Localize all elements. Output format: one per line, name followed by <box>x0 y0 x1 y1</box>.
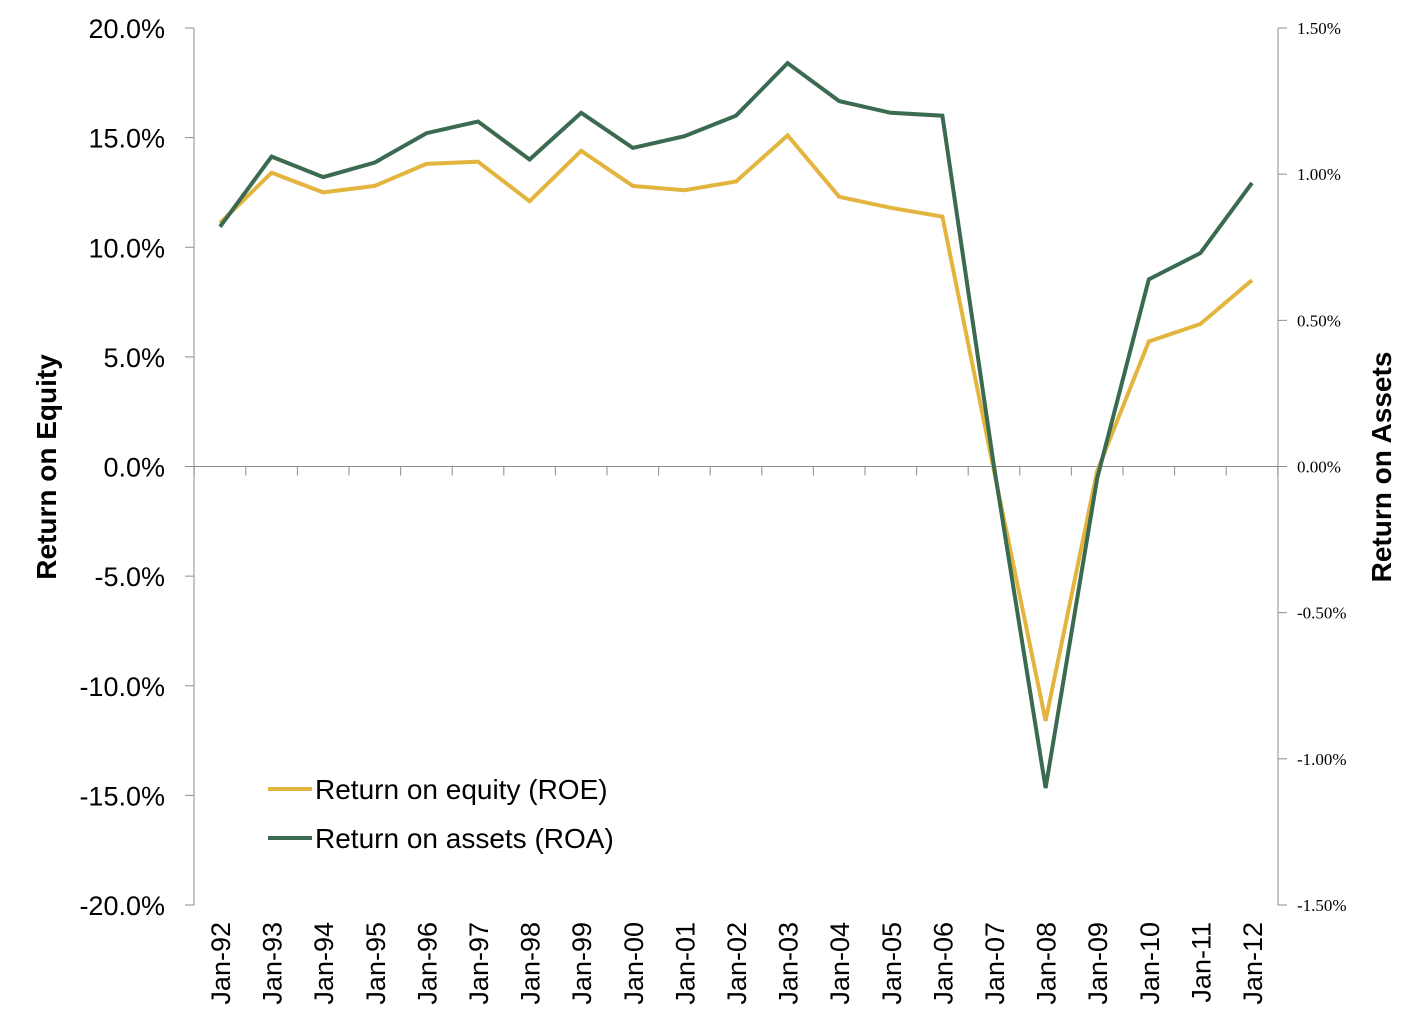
y-left-tick-label: 0.0% <box>103 453 165 483</box>
x-tick-label: Jan-10 <box>1135 922 1165 1005</box>
y-axis-title-left: Return on Equity <box>31 354 62 580</box>
x-tick-label: Jan-98 <box>516 922 546 1005</box>
y-left-tick-label: 20.0% <box>88 14 165 44</box>
x-tick-label: Jan-97 <box>464 922 494 1005</box>
x-tick-label: Jan-99 <box>567 922 597 1005</box>
y-left-tick-label: 10.0% <box>88 233 165 263</box>
series-lines <box>218 60 1254 789</box>
legend: Return on equity (ROE) Return on assets … <box>268 774 614 854</box>
legend-label-roe: Return on equity (ROE) <box>315 774 608 805</box>
x-tick-label: Jan-96 <box>412 922 442 1005</box>
y-right-tick-label: -1.00% <box>1297 750 1347 769</box>
series-line-roe <box>218 132 1254 722</box>
y-right-tick-label: 1.50% <box>1297 19 1341 38</box>
x-tick-label: Jan-02 <box>722 922 752 1005</box>
x-tick-label: Jan-06 <box>928 922 958 1005</box>
x-tick-label: Jan-05 <box>877 922 907 1005</box>
y-right-tick-label: 0.50% <box>1297 311 1341 330</box>
series-line-roa <box>218 60 1254 789</box>
y-left-tick-label: 15.0% <box>88 124 165 154</box>
x-tick-label: Jan-94 <box>309 922 339 1005</box>
y-left-tick-label: -10.0% <box>79 672 165 702</box>
y-axis-title-right: Return on Assets <box>1366 352 1397 583</box>
x-tick-label: Jan-07 <box>980 922 1010 1005</box>
chart-axes <box>185 27 1287 906</box>
y-right-tick-label: -0.50% <box>1297 604 1347 623</box>
x-tick-label: Jan-95 <box>361 922 391 1005</box>
x-tick-label: Jan-03 <box>774 922 804 1005</box>
y-left-tick-label: -15.0% <box>79 781 165 811</box>
x-tick-label: Jan-12 <box>1238 922 1268 1005</box>
x-tick-label: Jan-08 <box>1032 922 1062 1005</box>
y-right-tick-label: 0.00% <box>1297 458 1341 477</box>
y-right-tick-label: -1.50% <box>1297 896 1347 915</box>
x-tick-label: Jan-00 <box>619 922 649 1005</box>
y-right-tick-label: 1.00% <box>1297 165 1341 184</box>
y-left-tick-label: 5.0% <box>103 343 165 373</box>
x-tick-label: Jan-01 <box>670 922 700 1005</box>
x-tick-label: Jan-11 <box>1186 922 1216 1003</box>
y-left-tick-label: -20.0% <box>79 891 165 921</box>
x-tick-label: Jan-92 <box>206 922 236 1005</box>
x-tick-label: Jan-09 <box>1083 922 1113 1005</box>
x-tick-label: Jan-04 <box>825 922 855 1005</box>
x-tick-label: Jan-93 <box>258 922 288 1005</box>
y-left-tick-label: -5.0% <box>94 562 165 592</box>
legend-label-roa: Return on assets (ROA) <box>315 823 614 854</box>
tick-labels: 20.0% 15.0% 10.0% 5.0% 0.0% -5.0% -10.0% -15.0%… <box>79 14 1346 1005</box>
